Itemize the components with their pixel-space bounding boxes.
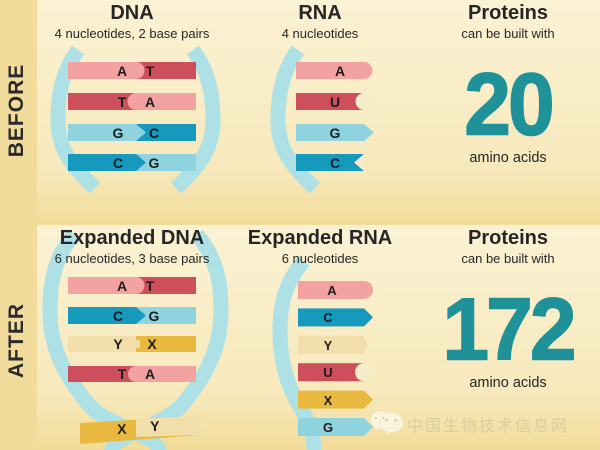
svg-text:A: A <box>327 283 337 298</box>
svg-text:G: G <box>323 420 333 435</box>
svg-text:X: X <box>324 393 333 408</box>
svg-text:U: U <box>330 94 340 110</box>
svg-text:C: C <box>330 155 340 171</box>
svg-text:C: C <box>323 310 333 325</box>
svg-text:G: G <box>330 125 341 141</box>
svg-text:Y: Y <box>324 338 333 353</box>
svg-text:A: A <box>335 63 345 79</box>
svg-text:U: U <box>323 365 332 380</box>
